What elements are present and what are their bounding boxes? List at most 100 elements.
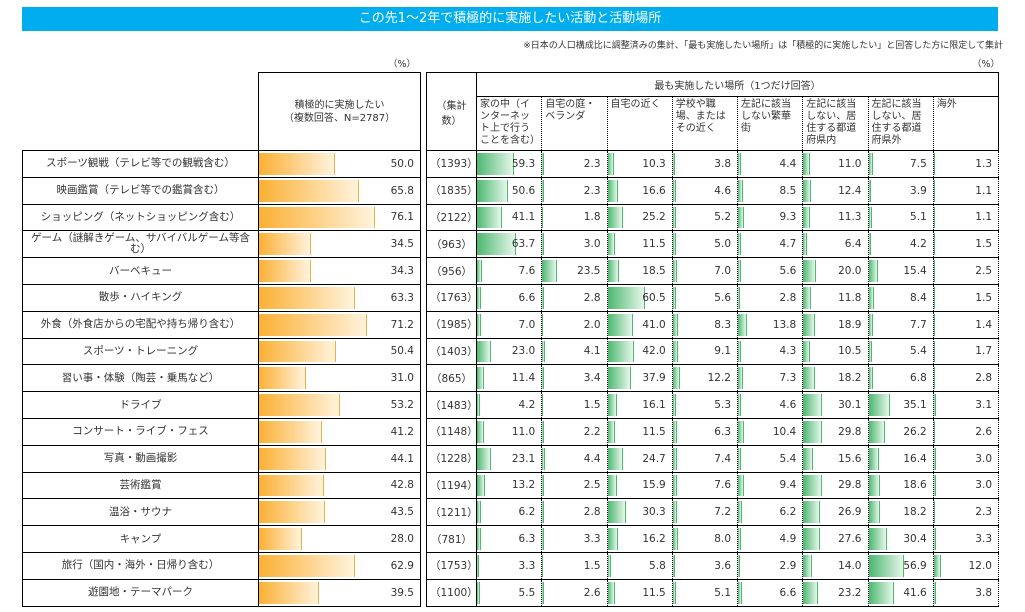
count-cell: （781） (426, 525, 477, 553)
place-value: 5.4 (779, 452, 797, 465)
row-label: ショッピング（ネットショッピング含む） (22, 203, 259, 232)
place-cell: 4.6 (671, 176, 739, 205)
place-cell: 3.0 (932, 471, 1000, 500)
place-bar (477, 528, 481, 550)
want-cell: 53.2 (258, 391, 421, 419)
place-bar (738, 554, 740, 577)
place-bar (608, 394, 618, 416)
place-bar (608, 474, 618, 497)
place-bar (803, 179, 811, 202)
count-header: （集計数） (426, 72, 477, 151)
want-bar (259, 206, 375, 229)
place-value: 11.0 (511, 425, 536, 438)
place-value: 13.8 (772, 318, 797, 331)
place-value: 41.0 (642, 318, 666, 331)
want-bar (259, 474, 325, 497)
place-bar (673, 153, 676, 175)
row-label: バーベキュー (22, 257, 259, 285)
place-cell: 59.3 (475, 150, 543, 178)
place-cell: 18.9 (802, 310, 869, 339)
place-bar (803, 260, 816, 282)
place-bar (934, 260, 936, 282)
place-value: 26.2 (903, 425, 927, 438)
want-bar (259, 340, 336, 363)
place-bar (673, 528, 678, 550)
place-cell: 11.5 (606, 417, 673, 446)
place-value: 63.7 (511, 238, 536, 251)
place-bar (673, 447, 678, 470)
place-cell: 10.4 (736, 417, 804, 446)
want-header: 積極的に実施したい （複数回答、N=2787） (258, 72, 421, 151)
place-bar (542, 447, 545, 470)
want-bar (259, 581, 320, 604)
want-bar (259, 554, 355, 577)
table-row: 外食（外食店からの宅配や持ち帰り含む） 71.2 (22, 310, 421, 339)
place-value: 5.8 (649, 559, 666, 572)
place-value: 12.4 (838, 184, 862, 197)
want-value: 39.5 (390, 586, 414, 599)
row-label: 写真・動画撮影 (22, 444, 259, 473)
place-bar (542, 206, 544, 229)
place-bar (542, 286, 544, 309)
count-cell: （1763） (426, 283, 477, 312)
want-cell: 63.3 (258, 283, 421, 312)
place-value: 11.5 (642, 586, 666, 599)
place-cell: 6.3 (671, 417, 739, 446)
table-row: 遊園地・テーマパーク 39.5 (22, 578, 421, 607)
table-row: 散歩・ハイキング 63.3 (22, 283, 421, 312)
place-value: 6.8 (910, 372, 927, 385)
place-cell: 7.3 (736, 364, 804, 393)
want-cell: 43.5 (258, 498, 421, 527)
table-row: ドライブ 53.2 (22, 391, 421, 419)
place-bar (869, 554, 904, 577)
place-bar (869, 447, 879, 470)
place-bar (542, 313, 544, 336)
place-value: 3.1 (975, 399, 992, 412)
want-cell: 41.2 (258, 417, 421, 446)
place-value: 3.0 (975, 452, 992, 465)
place-value: 24.7 (642, 452, 666, 465)
place-cell: 4.3 (736, 337, 804, 366)
place-bar (738, 260, 742, 282)
place-cell: 6.2 (736, 498, 804, 527)
place-value: 7.0 (714, 265, 731, 278)
table-row: （781） 6.3 3.3 16.2 8.0 4.9 27.6 30.4 3.3 (426, 525, 1000, 553)
row-label: 習い事・体験（陶芸・乗馬など） (22, 364, 259, 393)
count-cell: （1483） (426, 391, 477, 419)
place-cell: 3.3 (475, 551, 543, 580)
want-bar (259, 233, 312, 256)
want-cell: 28.0 (258, 525, 421, 553)
place-cell: 7.6 (671, 471, 739, 500)
place-bar (673, 313, 678, 336)
place-bar (869, 313, 874, 336)
count-cell: （963） (426, 230, 477, 259)
place-value: 12.0 (968, 559, 992, 572)
place-cell: 16.6 (606, 176, 673, 205)
want-value: 42.8 (390, 479, 414, 492)
place-cell: 18.5 (606, 257, 673, 285)
place-bar (477, 206, 503, 229)
place-bar (608, 179, 618, 202)
place-cell: 12.4 (802, 176, 869, 205)
want-bar (259, 528, 302, 550)
place-bar (477, 447, 492, 470)
place-bar (608, 340, 634, 363)
want-value: 43.5 (390, 506, 414, 519)
row-label: 温浴・サウナ (22, 498, 259, 527)
place-value: 18.5 (642, 265, 666, 278)
place-cell: 1.3 (932, 150, 1000, 178)
place-cell: 3.3 (541, 525, 608, 553)
place-cell: 20.0 (802, 257, 869, 285)
place-cell: 2.0 (541, 310, 608, 339)
place-value: 2.0 (583, 318, 601, 331)
table-row: スポーツ観戦（テレビ等での観戦含む） 50.0 (22, 150, 421, 178)
place-value: 2.8 (779, 291, 797, 304)
place-bar (477, 420, 484, 443)
place-value: 3.8 (714, 157, 731, 170)
place-value: 60.5 (642, 291, 666, 304)
column-header: 学校や職場、またはその近く (671, 96, 739, 151)
place-value: 8.5 (779, 184, 797, 197)
place-cell: 18.2 (867, 498, 934, 527)
place-cell: 13.2 (475, 471, 543, 500)
blank-header (23, 73, 259, 151)
